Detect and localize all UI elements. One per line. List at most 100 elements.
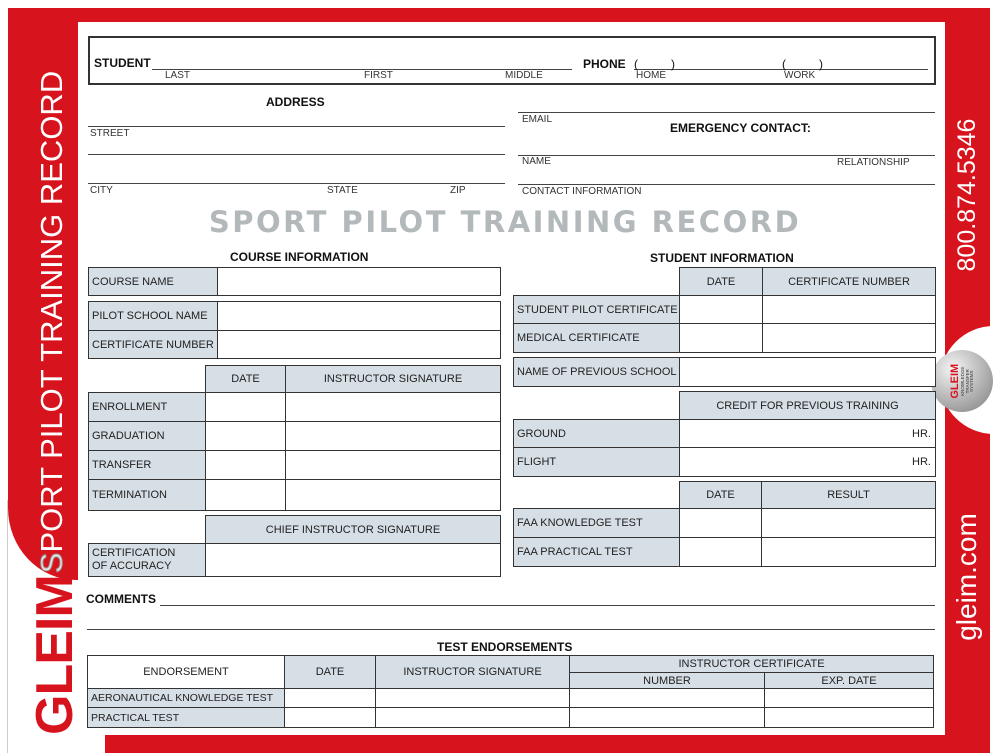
student-pilot-certificate-number[interactable]: [762, 295, 936, 324]
practical-exp-date[interactable]: [764, 707, 934, 728]
gleim-brand: GLEIM: [26, 575, 84, 735]
faa-practical-test-date[interactable]: [679, 537, 762, 567]
home-paren-open: (: [634, 57, 638, 71]
city-label: CITY: [90, 185, 113, 196]
previous-school-label: NAME OF PREVIOUS SCHOOL: [513, 357, 680, 387]
flight-hours-field[interactable]: HR.: [679, 447, 936, 477]
home-paren-close: ): [671, 57, 675, 71]
certification-label-line1: CERTIFICATION: [92, 547, 176, 559]
cert-number-header: NUMBER: [569, 672, 765, 689]
chief-instructor-signature-field[interactable]: [205, 543, 501, 577]
name-label: NAME: [522, 156, 551, 167]
practical-date[interactable]: [284, 707, 376, 728]
comments-field[interactable]: [160, 605, 935, 606]
student-date-header: DATE: [679, 267, 763, 296]
faa-knowledge-test-result[interactable]: [761, 508, 936, 538]
top-red-band: [8, 8, 990, 22]
website: gleim.com: [951, 513, 982, 641]
transfer-date[interactable]: [205, 450, 286, 480]
enrollment-signature[interactable]: [285, 392, 501, 422]
faa-practical-test-label: FAA PRACTICAL TEST: [513, 537, 680, 567]
pilot-school-name-field[interactable]: [217, 301, 501, 331]
practical-cert-number[interactable]: [569, 707, 765, 728]
aeronautical-exp-date[interactable]: [764, 688, 934, 708]
student-name-field[interactable]: [152, 69, 572, 70]
transfer-signature[interactable]: [285, 450, 501, 480]
student-label: STUDENT: [94, 56, 151, 70]
endorsement-signature-header: INSTRUCTOR SIGNATURE: [375, 655, 570, 689]
street-field[interactable]: [88, 126, 505, 127]
medical-certificate-date[interactable]: [679, 323, 763, 353]
termination-date[interactable]: [205, 479, 286, 511]
side-title: SPORT PILOT TRAINING RECORD: [34, 62, 70, 582]
contact-info-label: CONTACT INFORMATION: [522, 186, 642, 197]
endorsement-date-header: DATE: [284, 655, 376, 689]
termination-label: TERMINATION: [88, 479, 206, 511]
student-box: [88, 36, 936, 85]
comments-label: COMMENTS: [86, 592, 156, 606]
home-label: HOME: [636, 70, 666, 81]
bottom-red-band: [105, 735, 990, 753]
graduation-date[interactable]: [205, 421, 286, 451]
certificate-number-field[interactable]: [217, 330, 501, 359]
left-page-edge: [7, 500, 8, 753]
aeronautical-date[interactable]: [284, 688, 376, 708]
state-label: STATE: [327, 185, 358, 196]
course-name-label: COURSE NAME: [88, 267, 218, 296]
ground-label: GROUND: [513, 419, 680, 448]
aeronautical-signature[interactable]: [375, 688, 570, 708]
flight-label: FLIGHT: [513, 447, 680, 477]
ground-hr-unit: HR.: [912, 427, 931, 440]
aeronautical-knowledge-test-label: AERONAUTICAL KNOWLEDGE TEST: [87, 688, 285, 708]
instructor-certificate-header: INSTRUCTOR CERTIFICATE: [569, 655, 934, 673]
phone-field[interactable]: [634, 69, 928, 70]
graduation-label: GRADUATION: [88, 421, 206, 451]
student-info-title: STUDENT INFORMATION: [650, 251, 794, 265]
medical-certificate-label: MEDICAL CERTIFICATE: [513, 323, 680, 353]
address-title: ADDRESS: [266, 95, 325, 109]
test-result-header: RESULT: [761, 481, 936, 509]
transfer-label: TRANSFER: [88, 450, 206, 480]
contact-info-field[interactable]: [518, 184, 935, 185]
student-pilot-certificate-date[interactable]: [679, 295, 763, 324]
termination-signature[interactable]: [285, 479, 501, 511]
student-pilot-certificate-label: STUDENT PILOT CERTIFICATE: [513, 295, 680, 324]
middle-label: MIDDLE: [505, 70, 543, 81]
faa-knowledge-test-date[interactable]: [679, 508, 762, 538]
flight-hr-unit: HR.: [912, 456, 931, 468]
test-date-header: DATE: [679, 481, 762, 509]
street-field-2[interactable]: [88, 154, 505, 155]
enrollment-date[interactable]: [205, 392, 286, 422]
graduation-signature[interactable]: [285, 421, 501, 451]
pilot-school-name-label: PILOT SCHOOL NAME: [88, 301, 218, 331]
emergency-name-field[interactable]: [518, 155, 935, 156]
street-label: STREET: [90, 128, 130, 139]
practical-signature[interactable]: [375, 707, 570, 728]
zip-label: ZIP: [450, 185, 466, 196]
certification-label-line2: OF ACCURACY: [92, 560, 172, 572]
relationship-label: RELATIONSHIP: [837, 157, 910, 168]
course-date-header: DATE: [205, 365, 286, 393]
gleim-logo-badge: GLEIM KNOWLEDGE TRANSFER SYSTEMS: [931, 350, 993, 412]
aeronautical-cert-number[interactable]: [569, 688, 765, 708]
course-name-field[interactable]: [217, 267, 501, 296]
practical-test-label: PRACTICAL TEST: [87, 707, 285, 728]
comments-field-2[interactable]: [87, 629, 935, 630]
faa-knowledge-test-label: FAA KNOWLEDGE TEST: [513, 508, 680, 538]
medical-certificate-number[interactable]: [762, 323, 936, 353]
enrollment-label: ENROLLMENT: [88, 392, 206, 422]
certificate-number-label: CERTIFICATE NUMBER: [88, 330, 218, 359]
credit-previous-training-header: CREDIT FOR PREVIOUS TRAINING: [679, 391, 936, 420]
previous-school-field[interactable]: [679, 357, 936, 387]
faa-practical-test-result[interactable]: [761, 537, 936, 567]
ground-hours-field[interactable]: HR.: [679, 419, 936, 448]
city-field[interactable]: [88, 183, 505, 184]
test-endorsements-title: TEST ENDORSEMENTS: [437, 640, 573, 654]
student-cert-number-header: CERTIFICATE NUMBER: [762, 267, 936, 296]
email-field[interactable]: [518, 112, 935, 113]
phone-number: 800.874.5346: [953, 118, 981, 272]
first-label: FIRST: [364, 70, 393, 81]
course-instructor-signature-header: INSTRUCTOR SIGNATURE: [285, 365, 501, 393]
course-info-title: COURSE INFORMATION: [230, 250, 369, 264]
last-label: LAST: [165, 70, 191, 81]
